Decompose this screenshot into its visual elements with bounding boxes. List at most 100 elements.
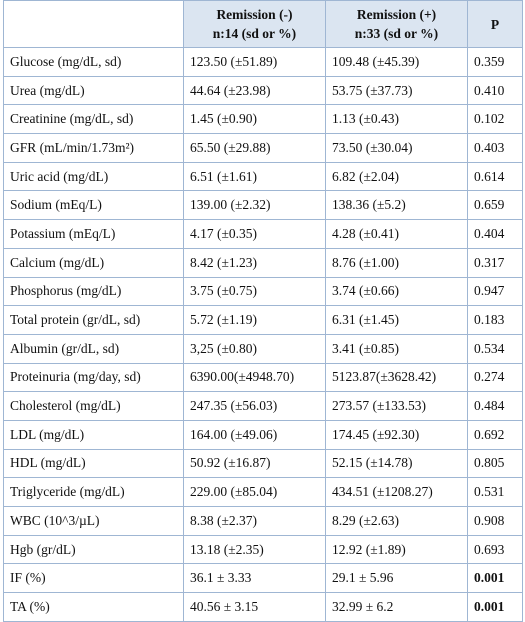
table-row: Phosphorus (mg/dL) 3.75 (±0.75) 3.74 (±0.6… [3, 276, 523, 307]
table-header: Remission (-) n:14 (sd or %) Remission (+)… [3, 0, 523, 48]
header-cell: Remission (+) n:33 (sd or %) [325, 0, 468, 48]
table-cell: 0.534 [467, 333, 523, 364]
table-cell: 65.50 (±29.88) [183, 133, 326, 163]
table-cell: 40.56 ± 3.15 [183, 592, 326, 622]
table-cell: 0.102 [467, 104, 523, 135]
table-row: Potassium (mEq/L) 4.17 (±0.35) 4.28 (±0.41… [3, 219, 523, 249]
table-cell: 6.82 (±2.04) [325, 161, 468, 192]
row-label: Sodium (mEq/L) [3, 190, 184, 221]
table-row: IF (%) 36.1 ± 3.33 29.1 ± 5.96 0.001 [3, 563, 523, 594]
row-label: HDL (mg/dL) [3, 448, 184, 479]
table-row: Glucose (mg/dL, sd) 123.50 (±51.89) 109.48… [3, 47, 523, 77]
table-cell: 0.001 [467, 563, 523, 594]
table-cell: 138.36 (±5.2) [325, 190, 468, 221]
row-label: Total protein (gr/dL, sd) [3, 305, 184, 335]
table-cell: 0.317 [467, 247, 523, 278]
header-cell: Remission (-) n:14 (sd or %) [183, 0, 326, 48]
table-cell: 44.64 (±23.98) [183, 75, 326, 106]
table-cell: 32.99 ± 6.2 [325, 592, 468, 622]
table-cell: 8.42 (±1.23) [183, 247, 326, 278]
table-cell: 8.38 (±2.37) [183, 506, 326, 536]
row-label: Triglyceride (mg/dL) [3, 477, 184, 507]
table-cell: 3.74 (±0.66) [325, 276, 468, 307]
table-cell: 0.805 [467, 448, 523, 479]
table-cell: 229.00 (±85.04) [183, 477, 326, 507]
table-row: TA (%) 40.56 ± 3.15 32.99 ± 6.2 0.001 [3, 592, 523, 622]
corner-cell [3, 0, 184, 48]
table-cell: 5123.87(±3628.42) [325, 362, 468, 393]
table-cell: 0.947 [467, 276, 523, 307]
table-cell: 8.76 (±1.00) [325, 247, 468, 278]
table-cell: 13.18 (±2.35) [183, 534, 326, 565]
table-cell: 3.75 (±0.75) [183, 276, 326, 307]
table-cell: 0.183 [467, 305, 523, 335]
table-cell: 3.41 (±0.85) [325, 333, 468, 364]
row-label: Albumin (gr/dL, sd) [3, 333, 184, 364]
table-row: LDL (mg/dL) 164.00 (±49.06) 174.45 (±92.30… [3, 419, 523, 450]
table-cell: 0.404 [467, 219, 523, 249]
header-text: Remission (+) [356, 7, 437, 22]
row-label: Phosphorus (mg/dL) [3, 276, 184, 307]
table-cell: 0.403 [467, 133, 523, 163]
row-label: GFR (mL/min/1.73m²) [3, 133, 184, 163]
table-cell: 4.17 (±0.35) [183, 219, 326, 249]
row-label: Glucose (mg/dL, sd) [3, 47, 184, 77]
table-cell: 0.659 [467, 190, 523, 221]
table-row: Calcium (mg/dL) 8.42 (±1.23) 8.76 (±1.00) 0… [3, 247, 523, 278]
table-cell: 164.00 (±49.06) [183, 419, 326, 450]
row-label: Uric acid (mg/dL) [3, 161, 184, 192]
table-cell: 52.15 (±14.78) [325, 448, 468, 479]
table-cell: 12.92 (±1.89) [325, 534, 468, 565]
table-cell: 53.75 (±37.73) [325, 75, 468, 106]
row-label: Potassium (mEq/L) [3, 219, 184, 249]
table-cell: 0.410 [467, 75, 523, 106]
table-cell: 1.45 (±0.90) [183, 104, 326, 135]
row-label: TA (%) [3, 592, 184, 622]
table-cell: 0.908 [467, 506, 523, 536]
table-row: Uric acid (mg/dL) 6.51 (±1.61) 6.82 (±2.04… [3, 161, 523, 192]
data-table: Remission (-) n:14 (sd or %) Remission (+)… [3, 0, 523, 622]
table-cell: 247.35 (±56.03) [183, 391, 326, 421]
row-label: Urea (mg/dL) [3, 75, 184, 106]
table-cell: 73.50 (±30.04) [325, 133, 468, 163]
table-cell: 273.57 (±133.53) [325, 391, 468, 421]
row-label: IF (%) [3, 563, 184, 594]
table-cell: 3,25 (±0.80) [183, 333, 326, 364]
row-label: Calcium (mg/dL) [3, 247, 184, 278]
row-label: WBC (10^3/µL) [3, 506, 184, 536]
header-row: Remission (-) n:14 (sd or %) Remission (+)… [3, 0, 523, 48]
table-cell: 0.359 [467, 47, 523, 77]
row-label: Creatinine (mg/dL, sd) [3, 104, 184, 135]
header-text: Remission (-) [216, 7, 293, 22]
table-row: Urea (mg/dL) 44.64 (±23.98) 53.75 (±37.73)… [3, 75, 523, 106]
table-body: Glucose (mg/dL, sd) 123.50 (±51.89) 109.48… [3, 47, 523, 622]
table-row: Proteinuria (mg/day, sd) 6390.00(±4948.70… [3, 362, 523, 393]
table-cell: 0.274 [467, 362, 523, 393]
table-cell: 434.51 (±1208.27) [325, 477, 468, 507]
table-cell: 36.1 ± 3.33 [183, 563, 326, 594]
row-label: Cholesterol (mg/dL) [3, 391, 184, 421]
table-row: Total protein (gr/dL, sd) 5.72 (±1.19) 6.3… [3, 305, 523, 335]
table-cell: 139.00 (±2.32) [183, 190, 326, 221]
table-cell: 174.45 (±92.30) [325, 419, 468, 450]
table-cell: 1.13 (±0.43) [325, 104, 468, 135]
row-label: Hgb (gr/dL) [3, 534, 184, 565]
table-row: Albumin (gr/dL, sd) 3,25 (±0.80) 3.41 (±0.… [3, 333, 523, 364]
table-cell: 123.50 (±51.89) [183, 47, 326, 77]
table-cell: 0.484 [467, 391, 523, 421]
table-cell: 50.92 (±16.87) [183, 448, 326, 479]
table-row: Creatinine (mg/dL, sd) 1.45 (±0.90) 1.13 (… [3, 104, 523, 135]
table-cell: 0.692 [467, 419, 523, 450]
row-label: LDL (mg/dL) [3, 419, 184, 450]
header-text: P [490, 16, 500, 32]
table-row: Triglyceride (mg/dL) 229.00 (±85.04) 434.5… [3, 477, 523, 507]
header-text: n:33 (sd or %) [354, 26, 439, 41]
table-cell: 6.51 (±1.61) [183, 161, 326, 192]
table-cell: 4.28 (±0.41) [325, 219, 468, 249]
table-cell: 6.31 (±1.45) [325, 305, 468, 335]
table-row: Cholesterol (mg/dL) 247.35 (±56.03) 273.57… [3, 391, 523, 421]
row-label: Proteinuria (mg/day, sd) [3, 362, 184, 393]
table-row: Hgb (gr/dL) 13.18 (±2.35) 12.92 (±1.89) 0.6… [3, 534, 523, 565]
table-cell: 29.1 ± 5.96 [325, 563, 468, 594]
